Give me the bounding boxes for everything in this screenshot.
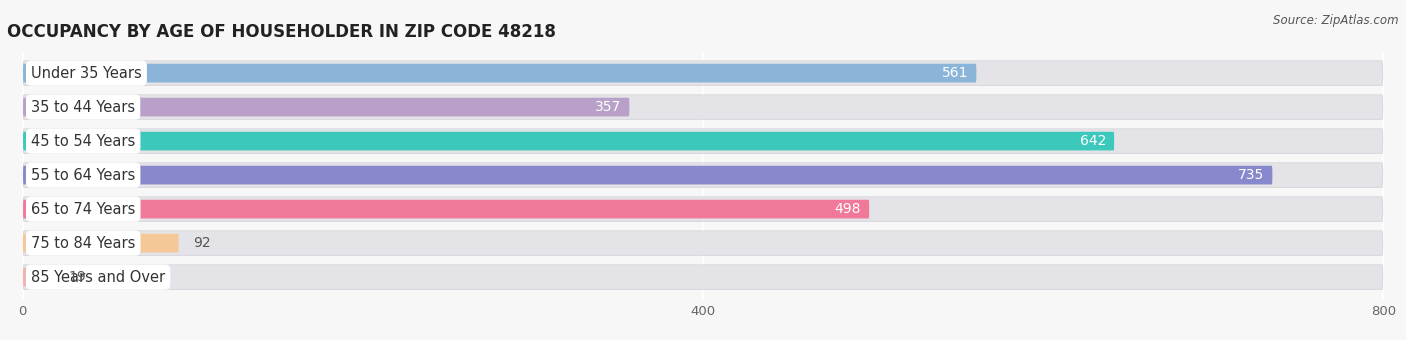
Text: OCCUPANCY BY AGE OF HOUSEHOLDER IN ZIP CODE 48218: OCCUPANCY BY AGE OF HOUSEHOLDER IN ZIP C…: [7, 23, 555, 41]
Text: 75 to 84 Years: 75 to 84 Years: [31, 236, 135, 251]
Text: 357: 357: [595, 100, 621, 114]
FancyBboxPatch shape: [22, 265, 1384, 289]
Text: 45 to 54 Years: 45 to 54 Years: [31, 134, 135, 149]
FancyBboxPatch shape: [22, 129, 1384, 153]
Text: 65 to 74 Years: 65 to 74 Years: [31, 202, 135, 217]
FancyBboxPatch shape: [22, 231, 1384, 255]
FancyBboxPatch shape: [22, 197, 1384, 221]
Text: 642: 642: [1080, 134, 1107, 148]
FancyBboxPatch shape: [22, 200, 869, 219]
Text: 85 Years and Over: 85 Years and Over: [31, 270, 165, 285]
FancyBboxPatch shape: [22, 268, 55, 286]
Text: 19: 19: [69, 270, 86, 284]
FancyBboxPatch shape: [22, 166, 1272, 184]
Text: 735: 735: [1239, 168, 1264, 182]
Text: 35 to 44 Years: 35 to 44 Years: [31, 100, 135, 115]
Text: 92: 92: [193, 236, 211, 250]
FancyBboxPatch shape: [22, 95, 1384, 119]
FancyBboxPatch shape: [22, 64, 976, 83]
Text: Under 35 Years: Under 35 Years: [31, 66, 142, 81]
FancyBboxPatch shape: [22, 98, 630, 117]
FancyBboxPatch shape: [22, 132, 1114, 150]
Text: 561: 561: [942, 66, 969, 80]
FancyBboxPatch shape: [22, 234, 179, 252]
Text: 55 to 64 Years: 55 to 64 Years: [31, 168, 135, 183]
Text: Source: ZipAtlas.com: Source: ZipAtlas.com: [1274, 14, 1399, 27]
Text: 498: 498: [835, 202, 862, 216]
FancyBboxPatch shape: [22, 61, 1384, 85]
FancyBboxPatch shape: [22, 163, 1384, 187]
